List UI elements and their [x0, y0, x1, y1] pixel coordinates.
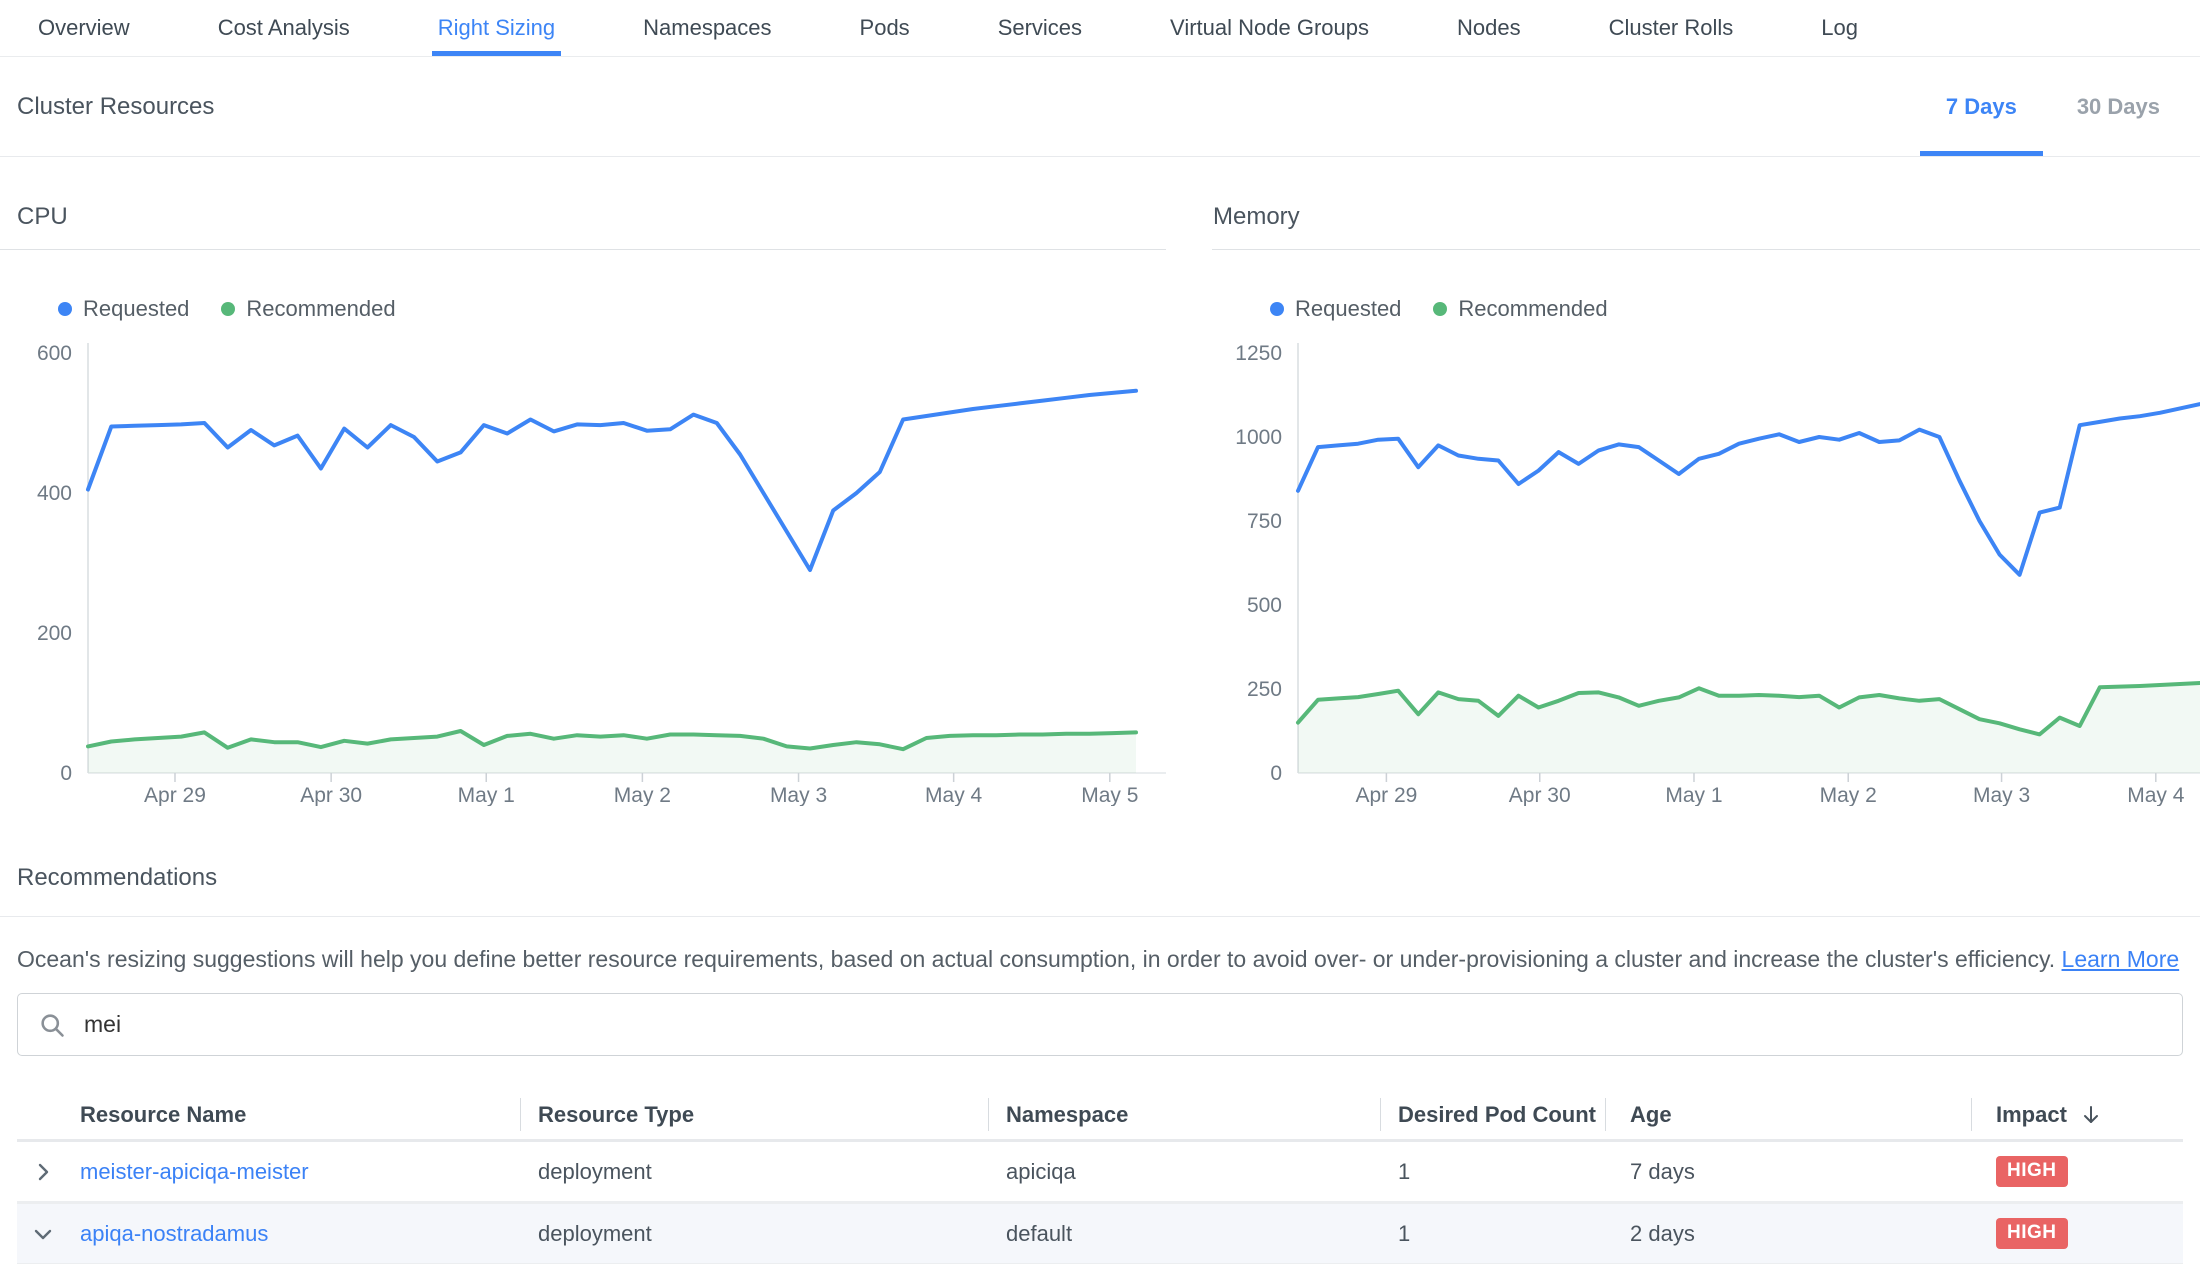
tab-log[interactable]: Log: [1815, 0, 1864, 56]
svg-text:400: 400: [37, 482, 72, 505]
memory-chart-legend: Requested Recommended: [1270, 296, 2200, 322]
legend-item-recommended: Recommended: [221, 296, 395, 322]
sort-desc-arrow-icon: [2079, 1103, 2103, 1127]
svg-text:200: 200: [37, 622, 72, 645]
svg-text:0: 0: [1270, 762, 1282, 785]
tab-cluster-rolls[interactable]: Cluster Rolls: [1603, 0, 1740, 56]
namespace-cell: default: [988, 1221, 1380, 1247]
table-row-meister-apiciqa-meister[interactable]: meister-apiciqa-meister deployment apici…: [17, 1142, 2183, 1204]
period-toggle: 7 Days30 Days: [1920, 57, 2186, 156]
age-cell: 2 days: [1605, 1221, 1971, 1247]
expand-column-header: [17, 1090, 62, 1139]
search-icon: [38, 1011, 66, 1039]
table-body: meister-apiciqa-meister deployment apici…: [17, 1142, 2183, 1264]
svg-text:Apr 30: Apr 30: [1509, 784, 1571, 806]
cpu-chart-title: CPU: [17, 203, 68, 230]
svg-text:May 3: May 3: [770, 784, 827, 806]
legend-dot-icon: [221, 302, 235, 316]
recommendations-title: Recommendations: [17, 864, 217, 891]
resource-type-cell: deployment: [520, 1221, 988, 1247]
legend-dot-icon: [1270, 302, 1284, 316]
table-row-apiqa-nostradamus[interactable]: apiqa-nostradamus deployment default 1 2…: [17, 1204, 2183, 1264]
svg-text:May 3: May 3: [1973, 784, 2030, 806]
svg-text:May 1: May 1: [458, 784, 515, 806]
chevron-down-icon[interactable]: [31, 1222, 55, 1246]
svg-text:May 5: May 5: [1081, 784, 1138, 806]
chevron-right-icon[interactable]: [31, 1160, 55, 1184]
svg-text:May 1: May 1: [1665, 784, 1722, 806]
tab-pods[interactable]: Pods: [854, 0, 916, 56]
resource-type-cell: deployment: [520, 1159, 988, 1185]
tab-right-sizing[interactable]: Right Sizing: [432, 0, 561, 56]
period-option-30-days[interactable]: 30 Days: [2051, 57, 2186, 156]
table-header: Resource Name Resource Type Namespace De…: [17, 1090, 2183, 1142]
svg-text:750: 750: [1247, 510, 1282, 533]
chart-svg: 0 250 500 750 1000 1250 Apr 29 Apr 30 May 1 May 2…: [1212, 336, 2200, 806]
cpu-chart: 0 200 400 600 Apr 29 Apr 30 May 1 May 2 May 3 May…: [0, 336, 1166, 806]
charts-row: CPU Requested Recommended 0 200 400 600 Apr 2…: [0, 157, 2200, 806]
search-box[interactable]: [17, 993, 2183, 1056]
tab-virtual-node-groups[interactable]: Virtual Node Groups: [1164, 0, 1375, 56]
legend-item-recommended: Recommended: [1433, 296, 1607, 322]
svg-text:0: 0: [60, 762, 72, 785]
legend-dot-icon: [1433, 302, 1447, 316]
column-header-desired-pod-count: Desired Pod Count: [1380, 1090, 1605, 1139]
expand-toggle[interactable]: [17, 1160, 62, 1184]
svg-text:250: 250: [1247, 678, 1282, 701]
svg-text:1250: 1250: [1235, 342, 1282, 365]
cluster-resources-header: Cluster Resources 7 Days30 Days: [0, 57, 2200, 157]
age-cell: 7 days: [1605, 1159, 1971, 1185]
cluster-resources-title: Cluster Resources: [17, 93, 214, 121]
impact-badge: HIGH: [1996, 1156, 2068, 1187]
svg-text:600: 600: [37, 342, 72, 365]
search-input[interactable]: [82, 1010, 2162, 1039]
column-header-impact[interactable]: Impact: [1971, 1090, 2183, 1139]
tab-cost-analysis[interactable]: Cost Analysis: [212, 0, 356, 56]
legend-item-requested: Requested: [58, 296, 189, 322]
resource-name-link[interactable]: meister-apiciqa-meister: [80, 1159, 309, 1184]
svg-text:May 4: May 4: [925, 784, 983, 806]
desired-pod-count-cell: 1: [1380, 1221, 1605, 1247]
learn-more-link[interactable]: Learn More: [2062, 946, 2180, 972]
tab-bar: Overview Cost Analysis Right Sizing Namespa…: [0, 0, 2200, 57]
svg-text:Apr 30: Apr 30: [300, 784, 362, 806]
memory-chart-panel: Memory Requested Recommended 0 250 500 750 10…: [1166, 157, 2200, 806]
resource-name-link[interactable]: apiqa-nostradamus: [80, 1221, 268, 1246]
memory-chart: 0 250 500 750 1000 1250 Apr 29 Apr 30 May 1 May 2…: [1212, 336, 2200, 806]
legend-dot-icon: [58, 302, 72, 316]
column-header-resource-name: Resource Name: [62, 1090, 520, 1139]
svg-text:May 4: May 4: [2127, 784, 2185, 806]
memory-chart-title: Memory: [1213, 203, 1300, 230]
namespace-cell: apiciqa: [988, 1159, 1380, 1185]
tab-nodes[interactable]: Nodes: [1451, 0, 1527, 56]
svg-text:May 2: May 2: [614, 784, 671, 806]
tab-services[interactable]: Services: [992, 0, 1088, 56]
svg-text:Apr 29: Apr 29: [144, 784, 206, 806]
recommendations-description: Ocean's resizing suggestions will help y…: [0, 917, 2200, 975]
cpu-chart-panel: CPU Requested Recommended 0 200 400 600 Apr 2…: [0, 157, 1166, 806]
resources-table: Resource Name Resource Type Namespace De…: [17, 1090, 2183, 1264]
svg-text:May 2: May 2: [1820, 784, 1877, 806]
svg-text:Apr 29: Apr 29: [1355, 784, 1417, 806]
tab-overview[interactable]: Overview: [32, 0, 136, 56]
legend-item-requested: Requested: [1270, 296, 1401, 322]
svg-text:1000: 1000: [1235, 426, 1282, 449]
expand-toggle[interactable]: [17, 1222, 62, 1246]
column-header-age: Age: [1605, 1090, 1971, 1139]
cpu-chart-legend: Requested Recommended: [58, 296, 1166, 322]
column-header-namespace: Namespace: [988, 1090, 1380, 1139]
desired-pod-count-cell: 1: [1380, 1159, 1605, 1185]
impact-badge: HIGH: [1996, 1218, 2068, 1249]
recommendations-header: Recommendations: [0, 864, 2200, 917]
column-header-resource-type: Resource Type: [520, 1090, 988, 1139]
chart-svg: 0 200 400 600 Apr 29 Apr 30 May 1 May 2 May 3 May…: [0, 336, 1166, 806]
tab-namespaces[interactable]: Namespaces: [637, 0, 777, 56]
period-option-7-days[interactable]: 7 Days: [1920, 57, 2043, 156]
svg-text:500: 500: [1247, 594, 1282, 617]
